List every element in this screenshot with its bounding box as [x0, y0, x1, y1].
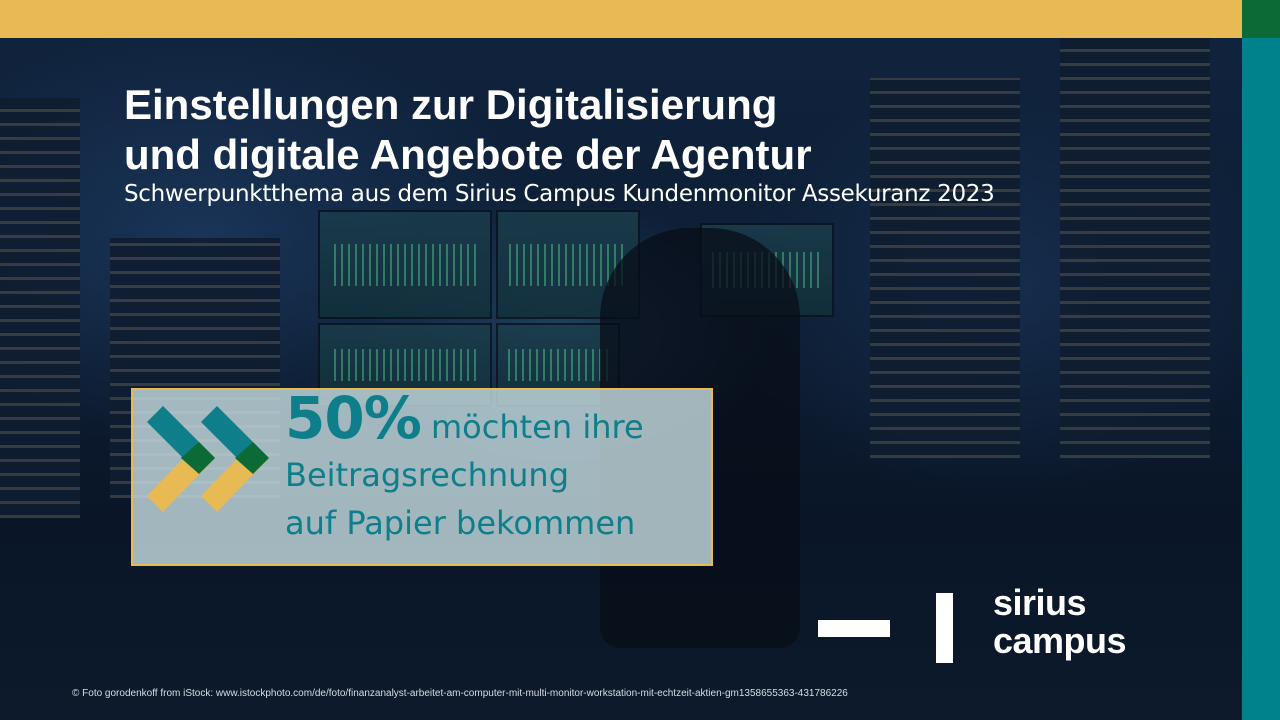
corner-accent — [1242, 0, 1280, 38]
stat-line-3: auf Papier bekommen — [285, 504, 636, 542]
sirius-campus-logo: sirius campus — [993, 582, 1127, 661]
stat-line-1: möchten ihre — [431, 408, 644, 446]
right-accent-stripe — [1242, 38, 1280, 720]
title-line-1: Einstellungen zur Digitalisierung — [124, 81, 778, 128]
double-chevron-right-icon — [147, 406, 269, 512]
logo-text-1: sirius — [993, 582, 1087, 623]
stat-line-2: Beitragsrechnung — [285, 456, 569, 494]
building — [870, 78, 1020, 458]
building — [0, 98, 80, 518]
subtitle: Schwerpunktthema aus dem Sirius Campus K… — [124, 181, 995, 207]
statistic-text: 50% möchten ihre Beitragsrechnung auf Pa… — [285, 389, 644, 547]
highlight-box: 50% möchten ihre Beitragsrechnung auf Pa… — [131, 388, 713, 566]
title-line-2: und digitale Angebote der Agentur — [124, 131, 812, 178]
monitor — [318, 210, 492, 319]
logo-mark-horizontal — [818, 620, 890, 637]
page-title: Einstellungen zur Digitalisierung und di… — [124, 80, 812, 180]
logo-mark-vertical — [936, 593, 953, 663]
logo-text-2: campus — [993, 620, 1127, 661]
top-accent-bar — [0, 0, 1242, 38]
photo-credit: © Foto gorodenkoff from iStock: www.isto… — [72, 688, 848, 699]
building — [1060, 38, 1210, 458]
percent-value: 50% — [285, 384, 422, 452]
